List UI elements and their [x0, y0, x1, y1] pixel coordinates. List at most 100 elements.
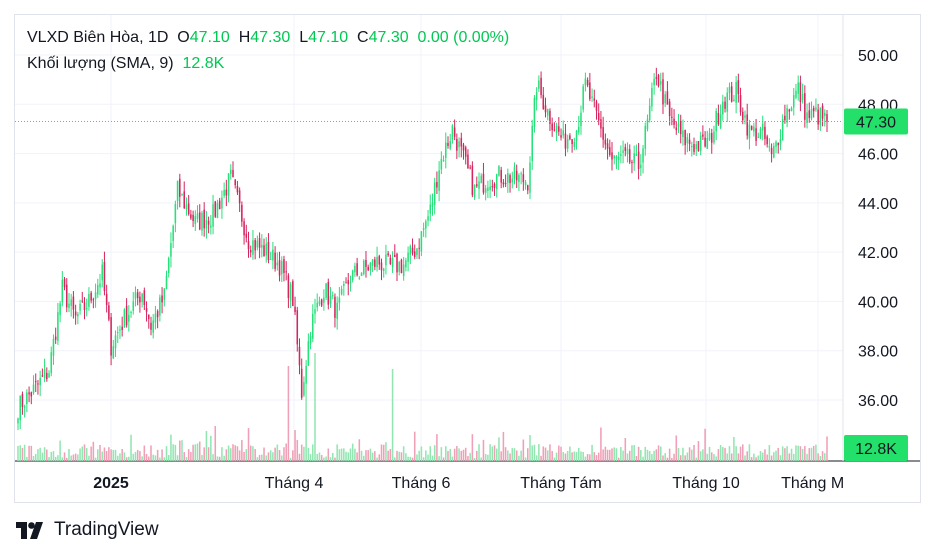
volume-bar [225, 449, 228, 461]
volume-bar [374, 451, 376, 461]
candle-body [666, 91, 669, 105]
candle-body [79, 303, 81, 311]
chart-canvas[interactable]: 36.0038.0040.0042.0044.0046.0048.0050.00… [15, 15, 920, 502]
candle-body [549, 110, 551, 124]
candle-body [283, 259, 285, 273]
candle-body [582, 86, 584, 110]
candle-body [218, 200, 221, 210]
price-badge[interactable] [844, 108, 908, 135]
volume-bar [227, 445, 230, 461]
candle-body [535, 92, 538, 100]
candle-body [520, 173, 522, 175]
candle-body [61, 279, 64, 303]
volume-bar [757, 455, 760, 461]
candle-body [210, 225, 212, 228]
candle-body [615, 156, 618, 159]
volume-bar [569, 446, 571, 461]
candle-body [442, 160, 445, 162]
candle-body [172, 225, 174, 241]
volume-bar [249, 445, 252, 461]
tradingview-branding[interactable]: TradingView [16, 517, 159, 543]
candle-body [507, 173, 509, 183]
volume-bar [21, 447, 24, 461]
candle-body [458, 141, 460, 148]
low-value: 47.10 [308, 29, 349, 46]
candle-body [70, 299, 72, 306]
candle-body [801, 94, 804, 101]
candle-body [620, 154, 622, 156]
open-value: 47.10 [189, 29, 230, 46]
candle-body [203, 209, 205, 229]
volume-bar [462, 449, 465, 461]
candle-body [764, 126, 766, 139]
volume-bar [154, 455, 157, 461]
candle-body [196, 213, 199, 219]
volume-bar [46, 449, 48, 461]
volume-bar [196, 443, 199, 461]
volume-bar [103, 447, 106, 461]
volume-bar [429, 446, 432, 461]
volume-bar [513, 448, 516, 461]
candle-body [422, 228, 425, 230]
candle-body [150, 322, 152, 330]
candle-body [181, 193, 183, 195]
candle-body [527, 185, 529, 191]
symbol-title[interactable]: VLXD Biên Hòa, 1D [27, 29, 169, 46]
volume-bar [81, 446, 84, 461]
volume-label[interactable]: Khối lượng (SMA, 9) [27, 55, 174, 72]
candle-body [347, 280, 350, 285]
candle-body [274, 252, 276, 269]
candle-body [651, 88, 653, 107]
volume-badge[interactable] [844, 435, 908, 461]
candle-body [522, 174, 525, 183]
candle-body [83, 302, 86, 311]
volume-bar [307, 448, 310, 461]
volume-bar [385, 442, 387, 461]
volume-bar [540, 455, 542, 461]
volume-bar [280, 455, 283, 461]
volume-bar [52, 451, 55, 461]
volume-bar [30, 445, 33, 461]
candle-body [179, 178, 181, 197]
volume-bar [602, 449, 604, 461]
volume-bar [420, 446, 423, 461]
candle-body [628, 149, 631, 163]
candle-body [593, 98, 596, 101]
candle-body [777, 142, 780, 146]
volume-bar [456, 446, 458, 461]
candle-body [600, 119, 602, 129]
candle-body [451, 125, 454, 140]
candle-body [431, 202, 434, 207]
volume-bar [482, 439, 485, 461]
candle-body [272, 249, 274, 261]
candle-body [509, 175, 511, 184]
candle-body [790, 107, 793, 111]
candle-body [659, 81, 662, 85]
candle-body [119, 329, 121, 331]
volume-bar [808, 448, 811, 461]
volume-bar [183, 452, 186, 461]
candle-body [221, 197, 223, 209]
candle-body [524, 182, 527, 186]
candle-body [110, 317, 112, 356]
volume-bar [520, 450, 522, 461]
candle-body [768, 146, 771, 148]
candle-body [156, 311, 159, 318]
volume-bar [192, 444, 194, 461]
candle-body [702, 134, 704, 137]
volume-bar [527, 448, 529, 461]
candle-body [190, 214, 192, 219]
volume-bar [152, 454, 154, 461]
candle-body [300, 368, 303, 398]
volume-bar [276, 444, 279, 461]
volume-bar [90, 446, 92, 461]
volume-bar [230, 448, 232, 461]
volume-bar [163, 457, 166, 461]
candle-body [679, 120, 682, 135]
volume-bar [147, 456, 150, 461]
volume-bar [679, 455, 682, 461]
volume-bar [668, 448, 671, 461]
volume-bar [17, 445, 19, 461]
candle-body [351, 270, 354, 281]
volume-bar [65, 457, 68, 461]
